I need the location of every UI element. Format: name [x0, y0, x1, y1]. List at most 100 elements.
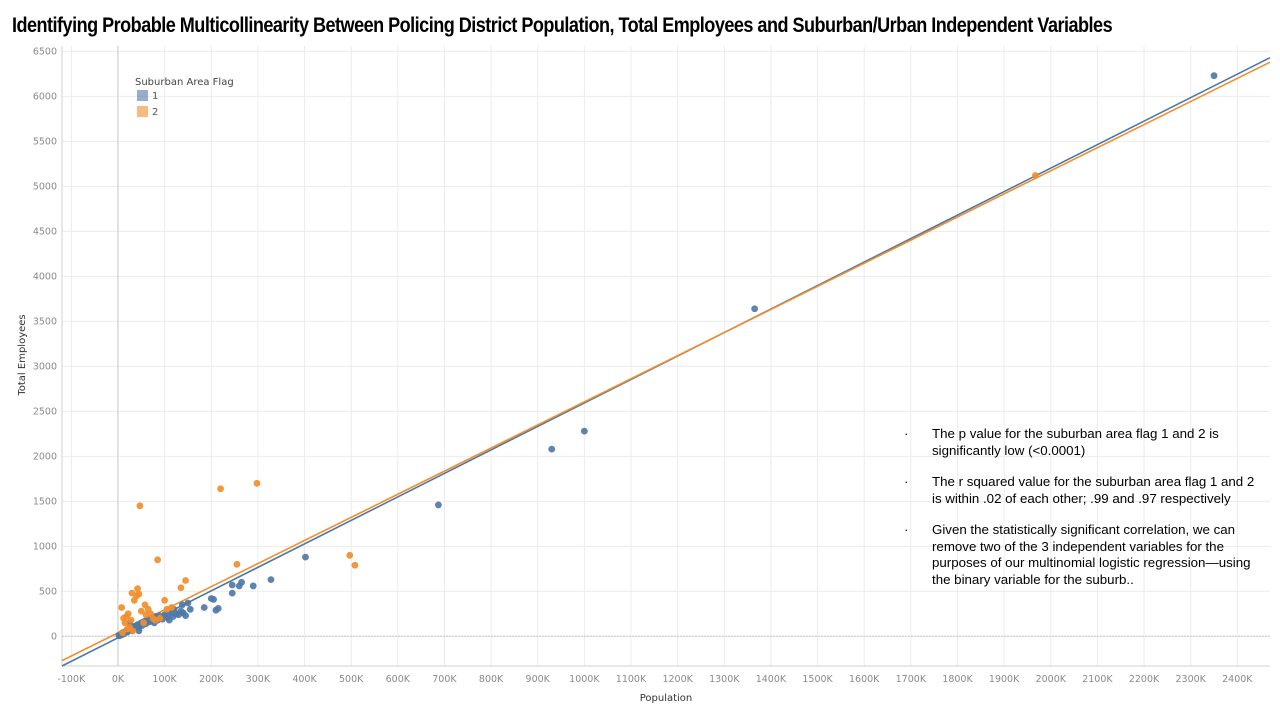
x-axis-ticks: -100K 0K 100K 200K 300K 400K 500K 600K 700K 800K 9… [57, 674, 1253, 685]
legend[interactable]: Suburban Area Flag 1 2 [135, 77, 234, 118]
y-tick-label: 3000 [33, 361, 57, 372]
data-point-flag-2 [119, 629, 127, 637]
note-text-rsquared: The r squared value for the suburban are… [932, 474, 1255, 506]
data-point-flag-1 [249, 582, 257, 590]
data-point-flag-2 [118, 604, 126, 611]
y-tick-label: 1000 [33, 541, 57, 552]
x-tick-label: 600K [386, 674, 411, 685]
page-title: Identifying Probable Multicollinearity B… [12, 14, 1113, 37]
data-point-flag-2 [217, 485, 224, 493]
data-point-flag-1 [267, 576, 275, 584]
note-text-conclusion: Given the statistically significant corr… [932, 522, 1251, 587]
x-tick-label: 1800K [942, 674, 973, 685]
x-tick-label: 2200K [1129, 674, 1160, 685]
x-tick-label: 700K [432, 674, 457, 685]
y-tick-label: 0 [51, 631, 57, 642]
x-tick-label: 1100K [616, 674, 647, 685]
legend-label-flag-2: 2 [152, 107, 158, 118]
data-point-flag-1 [751, 305, 759, 313]
x-tick-label: 1600K [849, 674, 880, 685]
note-bullet: · [904, 474, 909, 489]
legend-label-flag-1: 1 [152, 91, 158, 102]
data-point-flag-2 [121, 619, 129, 627]
x-tick-label: 1500K [802, 674, 833, 685]
y-tick-label: 2500 [33, 406, 57, 417]
data-point-flag-2 [123, 625, 131, 633]
data-point-flag-2 [129, 627, 137, 635]
x-tick-label: 1200K [662, 674, 693, 685]
data-point-flag-2 [134, 585, 141, 593]
data-point-flag-1 [210, 596, 217, 603]
data-point-flag-2 [1031, 172, 1039, 179]
data-point-flag-1 [302, 553, 309, 561]
note-item: · The r squared value for the suburban a… [904, 474, 1256, 507]
data-point-flag-2 [154, 556, 162, 564]
note-bullet: · [904, 522, 909, 537]
y-axis-ticks: 0 500 1000 1500 2000 2500 3000 3500 4000 4500 5000… [33, 46, 57, 642]
x-tick-label: 1900K [989, 674, 1020, 685]
data-point-flag-1 [135, 627, 143, 635]
data-point-flag-1 [228, 581, 236, 589]
x-tick-label: 2000K [1036, 674, 1067, 685]
x-tick-label: 300K [246, 674, 271, 685]
note-text-pvalue: The p value for the suburban area flag 1… [932, 426, 1219, 458]
trend-line-flag-2 [61, 61, 1271, 662]
y-tick-label: 4500 [33, 226, 57, 237]
data-point-flag-1 [228, 589, 236, 597]
data-point-flag-2 [351, 561, 359, 569]
data-point-flag-2 [124, 610, 132, 618]
y-tick-label: 6000 [33, 91, 57, 102]
note-item: · The p value for the suburban area flag… [904, 426, 1256, 459]
x-tick-label: 200K [199, 674, 224, 685]
x-tick-label: 1000K [569, 674, 600, 685]
x-tick-label: 100K [152, 674, 177, 685]
x-tick-label: 900K [526, 674, 551, 685]
trend-lines [61, 56, 1271, 667]
x-tick-label: 400K [292, 674, 317, 685]
x-tick-label: 1400K [756, 674, 787, 685]
data-point-flag-1 [186, 605, 194, 613]
y-tick-label: 2000 [33, 451, 57, 462]
data-point-flag-2 [168, 604, 176, 611]
data-point-flag-1 [184, 599, 192, 607]
y-tick-label: 1500 [33, 496, 57, 507]
data-point-flag-2 [156, 614, 164, 622]
x-tick-label: 1700K [896, 674, 927, 685]
y-axis-title: Total Employees [17, 314, 28, 396]
x-tick-label: 1300K [709, 674, 740, 685]
data-point-flag-2 [177, 584, 185, 592]
data-point-flag-2 [161, 596, 169, 604]
y-tick-label: 5500 [33, 136, 57, 147]
y-tick-label: 5000 [33, 181, 57, 192]
data-point-flag-1 [1210, 72, 1218, 80]
grid-lines [61, 46, 1270, 667]
zero-lines [62, 46, 1270, 666]
x-tick-label: 2100K [1082, 674, 1113, 685]
x-tick-label: -100K [57, 674, 86, 685]
y-tick-label: 3500 [33, 316, 57, 327]
x-tick-label: 0K [112, 674, 125, 685]
notes-panel: · The p value for the suburban area flag… [904, 426, 1256, 603]
y-tick-label: 4000 [33, 271, 57, 282]
note-bullet: · [904, 426, 909, 441]
data-point-flag-1 [548, 445, 556, 453]
note-item: · Given the statistically significant co… [904, 522, 1256, 588]
data-point-flag-1 [200, 604, 208, 611]
data-point-flag-2 [137, 607, 145, 615]
x-tick-label: 2400K [1222, 674, 1253, 685]
data-point-flag-1 [182, 612, 189, 620]
data-point-flag-2 [127, 616, 135, 624]
legend-swatch-flag-1 [137, 90, 148, 101]
data-points [115, 72, 1218, 640]
data-point-flag-2 [182, 577, 189, 584]
data-point-flag-1 [178, 601, 186, 609]
data-point-flag-2 [253, 479, 261, 487]
x-tick-label: 500K [339, 674, 364, 685]
data-point-flag-1 [434, 501, 442, 509]
y-tick-label: 6500 [33, 46, 57, 57]
legend-swatch-flag-2 [137, 106, 148, 117]
data-point-flag-2 [140, 619, 148, 627]
data-point-flag-2 [136, 502, 144, 510]
data-point-flag-2 [233, 560, 241, 568]
